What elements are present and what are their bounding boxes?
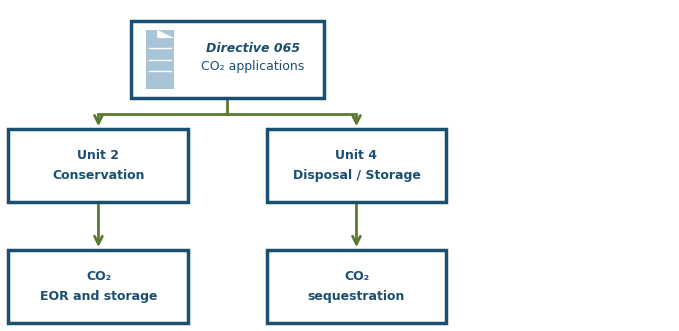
Text: CO₂: CO₂ bbox=[344, 270, 369, 283]
FancyBboxPatch shape bbox=[266, 129, 447, 202]
Text: Disposal / Storage: Disposal / Storage bbox=[293, 169, 420, 182]
FancyBboxPatch shape bbox=[8, 129, 188, 202]
Polygon shape bbox=[158, 30, 174, 38]
FancyBboxPatch shape bbox=[146, 30, 174, 89]
Text: EOR and storage: EOR and storage bbox=[39, 290, 158, 303]
FancyBboxPatch shape bbox=[8, 250, 188, 323]
Text: sequestration: sequestration bbox=[308, 290, 405, 303]
Text: Unit 2: Unit 2 bbox=[77, 149, 120, 162]
Text: CO₂ applications: CO₂ applications bbox=[201, 60, 305, 73]
FancyBboxPatch shape bbox=[266, 250, 447, 323]
FancyBboxPatch shape bbox=[130, 21, 325, 99]
Text: Unit 4: Unit 4 bbox=[335, 149, 378, 162]
Text: CO₂: CO₂ bbox=[86, 270, 111, 283]
Text: Conservation: Conservation bbox=[52, 169, 145, 182]
Text: Directive 065: Directive 065 bbox=[206, 42, 300, 56]
